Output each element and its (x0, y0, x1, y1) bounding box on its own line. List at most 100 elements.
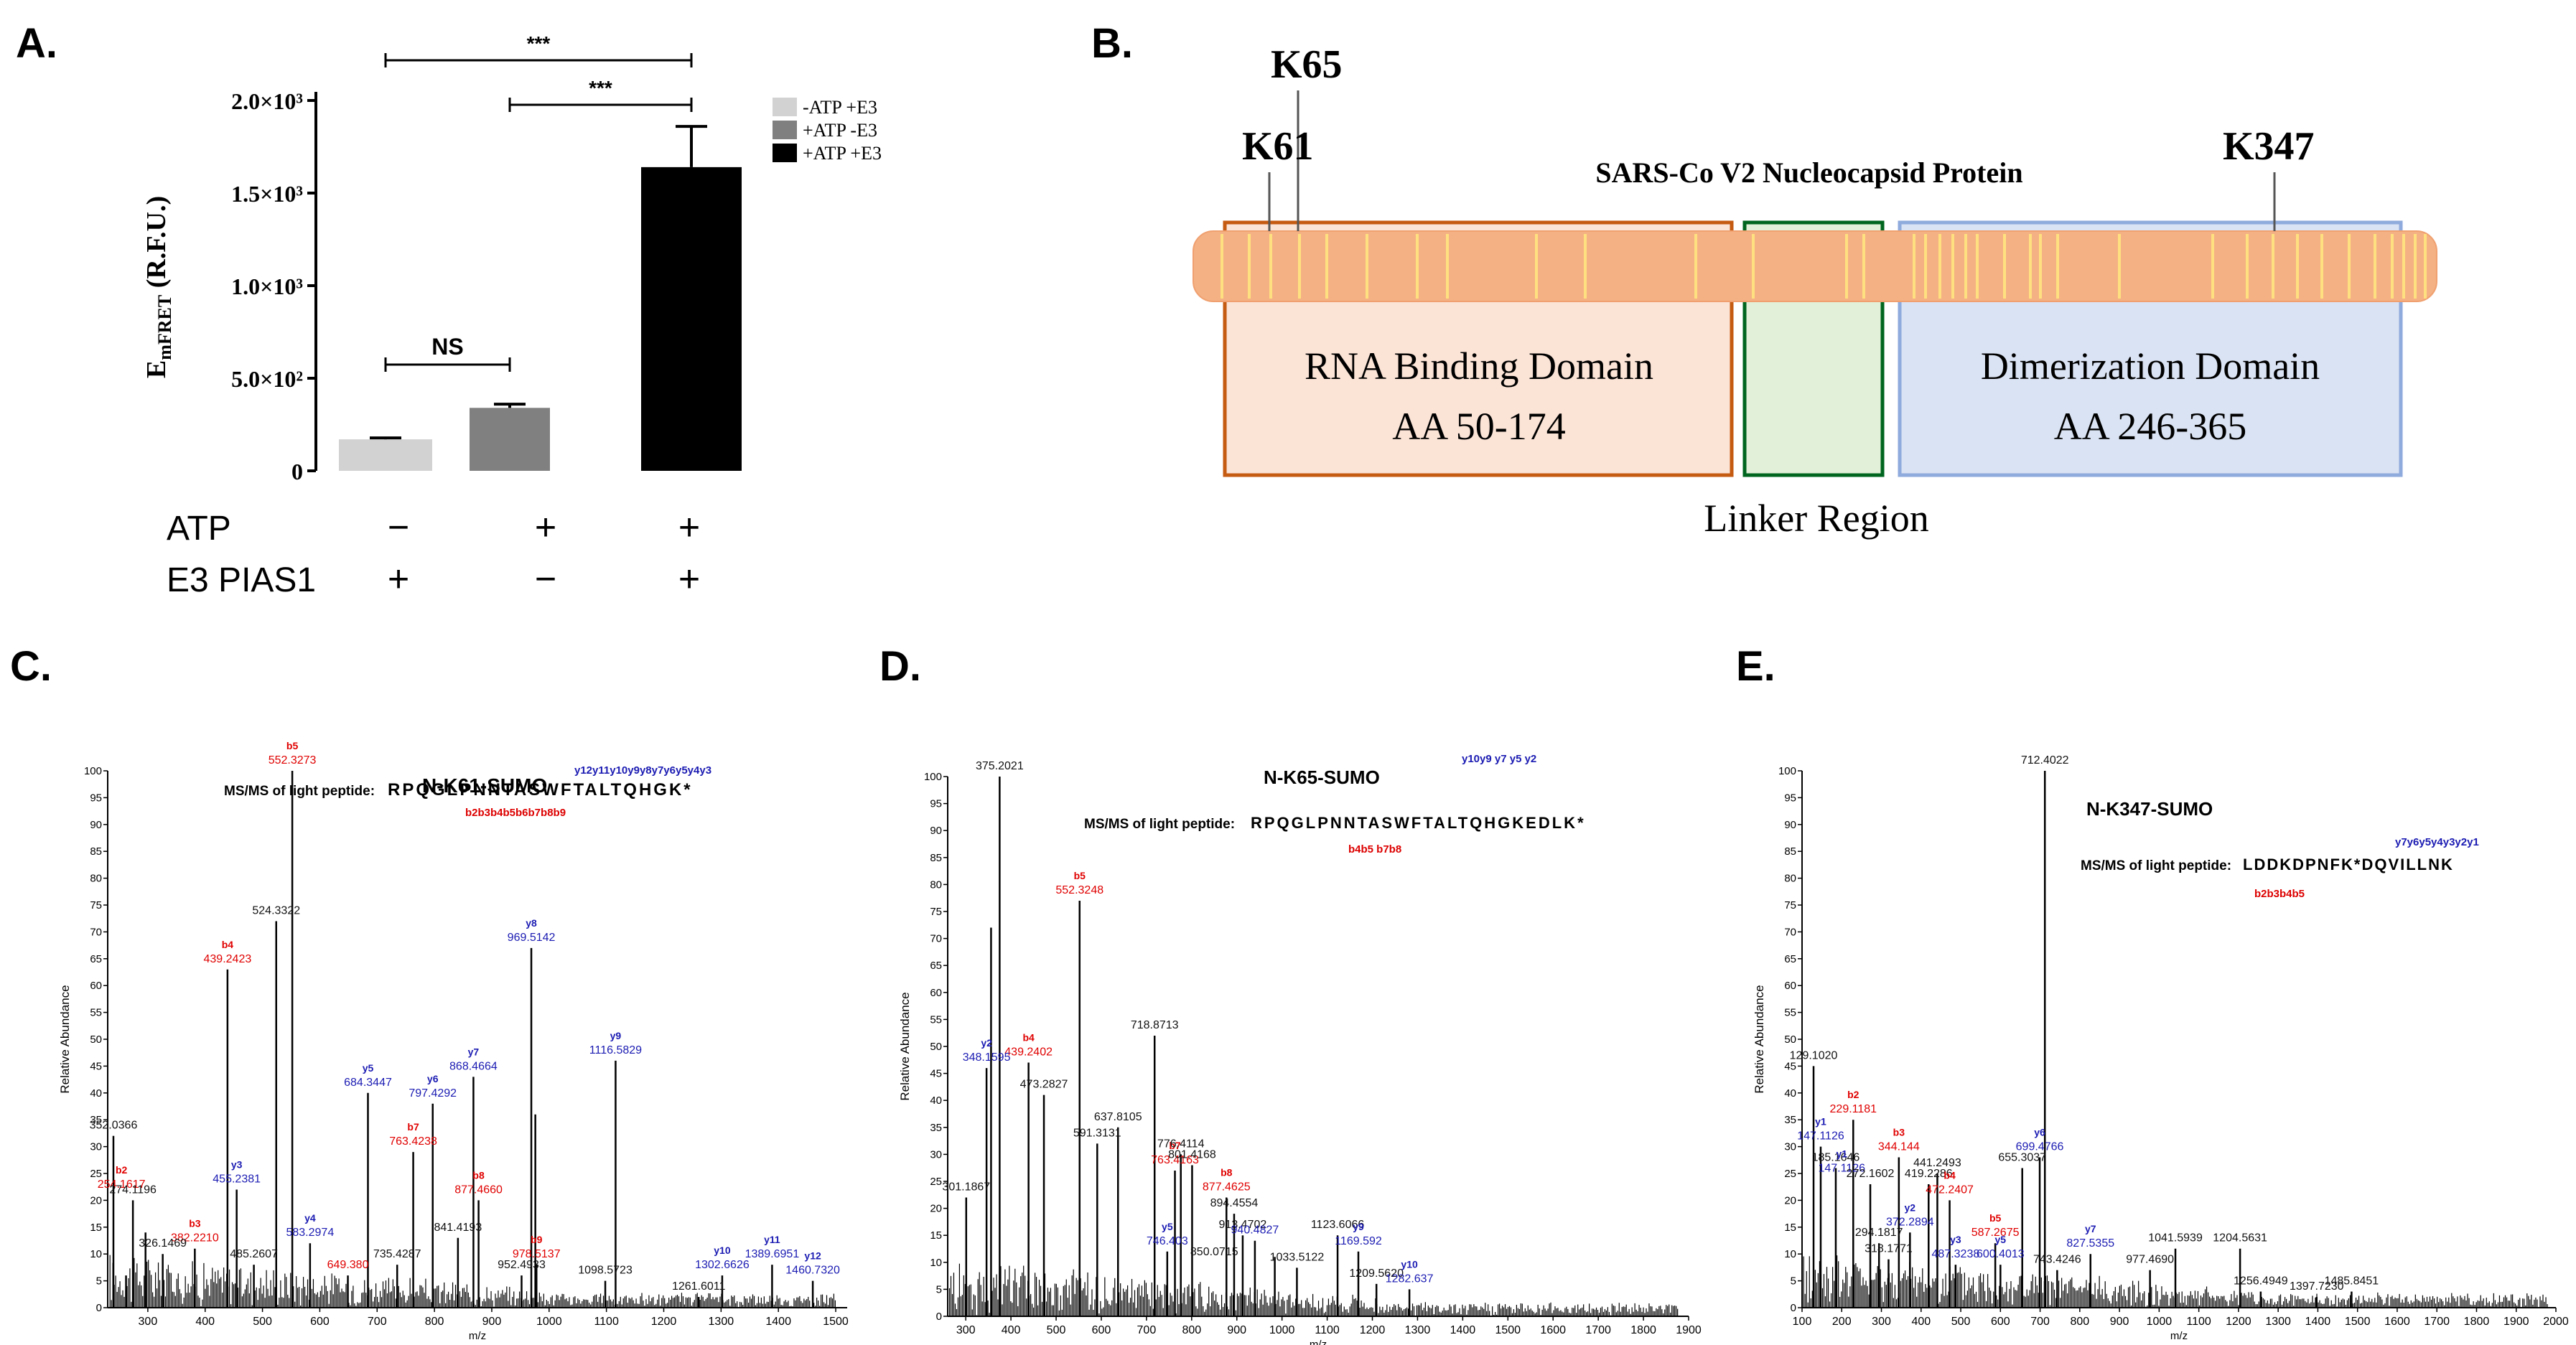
peak-mz-label: 718.8713 (1131, 1019, 1179, 1031)
bar (339, 439, 432, 471)
peak-mz-label: 763.4163 (1151, 1154, 1199, 1166)
lysine-stripe (2029, 234, 2032, 299)
y-tick-label: 100 (1778, 765, 1796, 777)
legend-swatch (773, 144, 797, 162)
y-tick-label: 20 (1784, 1194, 1796, 1206)
panel-label-d: D. (879, 643, 921, 690)
peak-mz-label: 743.4246 (2033, 1254, 2081, 1266)
rna-binding-domain-name: RNA Binding Domain (1305, 345, 1653, 388)
peak-mz-label: 375.2021 (976, 760, 1024, 772)
y-tick-label: 95 (930, 798, 942, 810)
peak-mz-label: 272.1602 (1847, 1168, 1895, 1180)
y-tick-label: 0 (936, 1311, 942, 1323)
ion-label: y1 (1836, 1148, 1847, 1159)
peak-mz-label: 1041.5939 (2148, 1232, 2203, 1245)
y-tick-label: 25 (930, 1176, 942, 1188)
peak-mz-label: 1123.6066 (1311, 1219, 1365, 1231)
lysine-stripe (2414, 234, 2417, 299)
peak-mz-label: 637.8105 (1094, 1111, 1142, 1123)
y-tick-label: 15 (90, 1222, 102, 1234)
bar (470, 408, 550, 471)
peak-mz-label: 684.3447 (344, 1077, 392, 1089)
y-tick-label: 100 (924, 771, 942, 783)
peak-mz-label: 877.4625 (1203, 1181, 1251, 1194)
peak-mz-label: 441.2493 (1913, 1157, 1961, 1169)
peak-mz-label: 185.1646 (1812, 1152, 1860, 1164)
lysine-stripe (2402, 234, 2405, 299)
bar (641, 167, 742, 471)
y-tick-label: 55 (930, 1013, 942, 1026)
x-axis-label: m/z (1310, 1339, 1327, 1345)
peak-mz-label: 913.4702 (1219, 1219, 1267, 1231)
ion-label: y12 (804, 1250, 821, 1262)
lysine-stripe (1976, 234, 1979, 299)
x-tick-label: 800 (1182, 1324, 1201, 1336)
panel-label-a: A. (16, 20, 57, 67)
x-tick-label: 1500 (823, 1316, 849, 1328)
x-tick-label: 1300 (1405, 1324, 1431, 1336)
peak-mz-label: 587.2675 (1971, 1227, 2020, 1239)
lysine-stripe (1913, 234, 1915, 299)
y-tick-label: 60 (90, 980, 102, 992)
ion-series-b-e: b2b3b4b5 (2254, 888, 2305, 900)
y-tick-label: 70 (930, 933, 942, 945)
ion-label: b5 (286, 740, 299, 751)
peak-mz-label: 952.4933 (498, 1259, 546, 1271)
peak-mz-label: 552.3273 (269, 754, 317, 767)
ion-label: y7 (2085, 1223, 2096, 1234)
lysine-stripe (2039, 234, 2042, 299)
peak-mz-label: 326.1469 (139, 1237, 187, 1250)
lysine-stripe (2296, 234, 2299, 299)
peak-mz-label: 552.3248 (1055, 884, 1103, 896)
lysine-stripe (1924, 234, 1927, 299)
panel-label-b: B. (1091, 20, 1133, 67)
x-tick-label: 1200 (2226, 1316, 2251, 1328)
y-axis-label: Relative Abundance (1753, 985, 1766, 1093)
peak-mz-label: 1169.592 (1335, 1235, 1382, 1247)
y-tick-label: 70 (90, 926, 102, 938)
ion-label: y3 (1950, 1234, 1961, 1245)
peak-mz-label: 977.4690 (2126, 1254, 2174, 1266)
peak-mz-label: 969.5142 (508, 932, 556, 944)
panel-label-c: C. (10, 643, 52, 690)
y-tick-label: 85 (930, 852, 942, 864)
peak-mz-label: 877.4660 (454, 1184, 503, 1196)
ion-label: b7 (1169, 1140, 1181, 1151)
peak-mz-label: 600.4013 (1977, 1248, 2025, 1260)
peak-mz-label: 348.1595 (963, 1051, 1011, 1064)
y-tick-label: 80 (1784, 873, 1796, 885)
lysine-stripe (2320, 234, 2323, 299)
peak-mz-label: 294.1817 (1855, 1227, 1903, 1239)
lysine-stripe (1951, 234, 1954, 299)
panel-e-spectrum: 0 5 10 15 20 25 30 35 40 45 50 55 60 65 70 75 80 85 90 95 10… (1753, 754, 2569, 1342)
peak-mz-label: 274.1196 (109, 1184, 157, 1196)
y-tick-label: 80 (90, 873, 102, 885)
peak-mz-label: 129.1020 (1790, 1049, 1838, 1062)
y-tick-label: 30 (930, 1148, 942, 1161)
y-tick-label: 100 (84, 765, 102, 777)
y-tick-label: 55 (90, 1007, 102, 1019)
x-tick-label: 1000 (2147, 1316, 2173, 1328)
x-tick-label: 600 (1991, 1316, 2010, 1328)
panel-label-e: E. (1736, 643, 1775, 690)
dimerization-domain-range: AA 246-365 (2054, 405, 2247, 448)
x-tick-label: 700 (368, 1316, 387, 1328)
peak-mz-label: 301.1867 (942, 1181, 990, 1194)
ion-label: y2 (981, 1037, 992, 1049)
y-tick-label: 40 (90, 1087, 102, 1100)
lysine-stripe (1845, 234, 1848, 299)
y-tick-label: 40 (930, 1095, 942, 1107)
lysine-stripe (2056, 234, 2059, 299)
peptide-sequence-c: RPQGLPNNTASWFTALTQHGK* (388, 780, 693, 800)
condition-sign: + (678, 507, 700, 548)
y-tick-label: 95 (1784, 792, 1796, 804)
y-tick-label: 35 (930, 1122, 942, 1134)
y-tick-label: 45 (90, 1060, 102, 1072)
peak-mz-label: 1282.637 (1386, 1273, 1434, 1285)
peak-mz-label: 487.3238 (1932, 1248, 1980, 1260)
y-tick-label: 75 (930, 906, 942, 918)
y-tick-label: 95 (90, 792, 102, 804)
ion-label: b3 (189, 1218, 201, 1229)
spectrum-title-d: N-K65-SUMO (1264, 767, 1380, 788)
y-tick-label: 10 (1784, 1248, 1796, 1260)
